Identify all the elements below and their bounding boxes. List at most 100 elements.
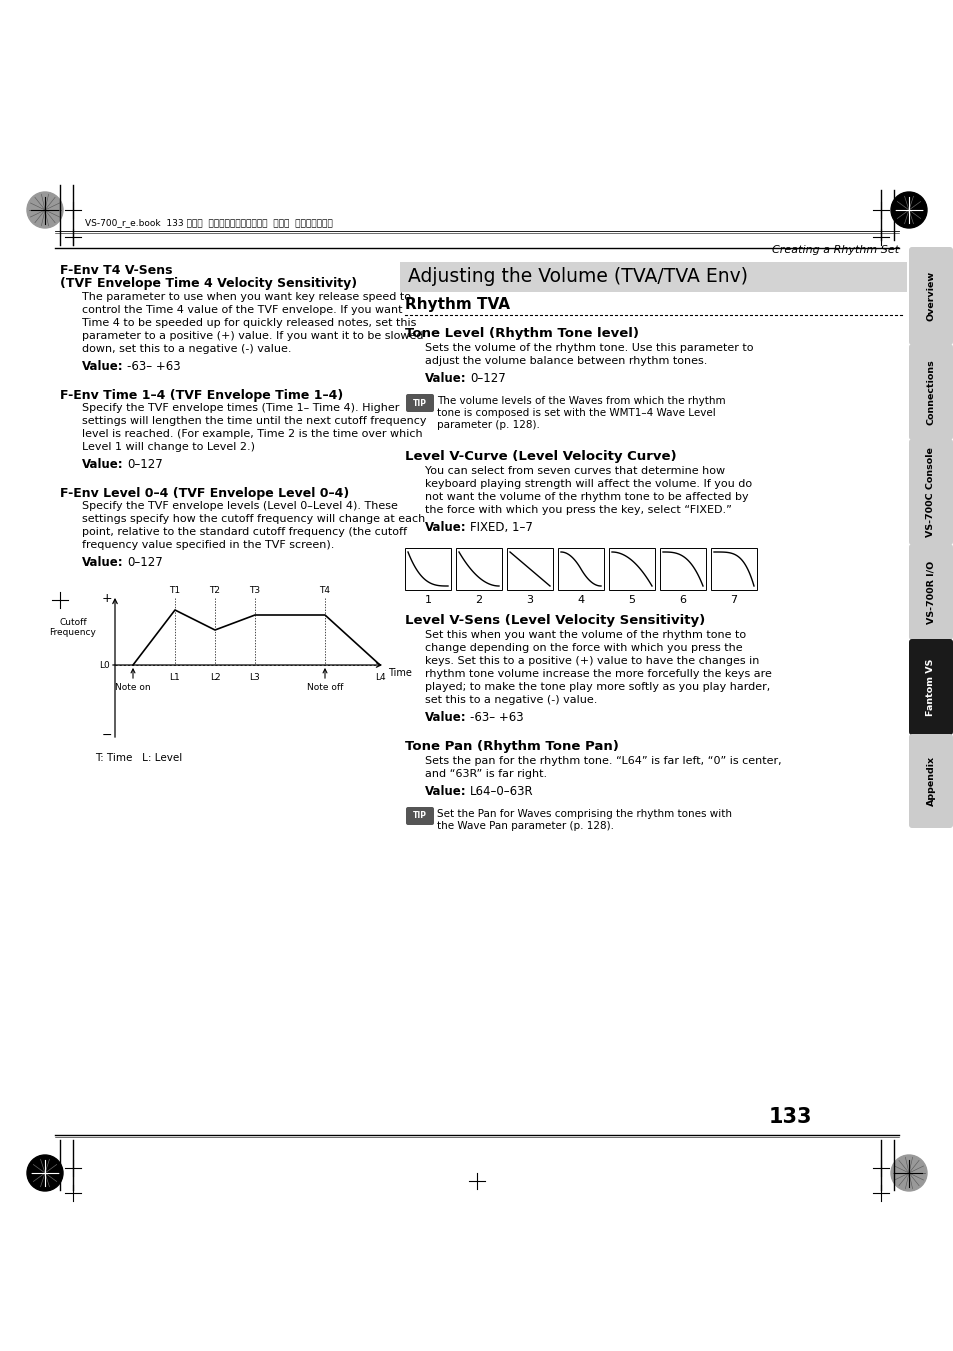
Text: 5: 5 [628, 594, 635, 605]
Text: Set the Pan for Waves comprising the rhythm tones with: Set the Pan for Waves comprising the rhy… [436, 809, 731, 819]
Text: 6: 6 [679, 594, 686, 605]
Text: T4: T4 [319, 586, 330, 594]
Text: Connections: Connections [925, 359, 935, 424]
Text: Level V-Sens (Level Velocity Sensitivity): Level V-Sens (Level Velocity Sensitivity… [405, 613, 704, 627]
Text: (TVF Envelope Time 4 Velocity Sensitivity): (TVF Envelope Time 4 Velocity Sensitivit… [60, 277, 356, 290]
Text: The volume levels of the Waves from which the rhythm: The volume levels of the Waves from whic… [436, 396, 725, 407]
Text: Time 4 to be speeded up for quickly released notes, set this: Time 4 to be speeded up for quickly rele… [82, 317, 416, 328]
Text: F-Env Time 1–4 (TVF Envelope Time 1–4): F-Env Time 1–4 (TVF Envelope Time 1–4) [60, 389, 343, 403]
Text: -63– +63: -63– +63 [470, 711, 523, 724]
Bar [659, 549, 705, 590]
Text: Tone Pan (Rhythm Tone Pan): Tone Pan (Rhythm Tone Pan) [405, 740, 618, 753]
Text: −: − [101, 728, 112, 742]
Text: settings specify how the cutoff frequency will change at each: settings specify how the cutoff frequenc… [82, 513, 425, 524]
Text: Value:: Value: [424, 785, 466, 798]
Text: the force with which you press the key, select “FIXED.”: the force with which you press the key, … [424, 505, 731, 515]
Bar [506, 549, 553, 590]
Text: 0–127: 0–127 [127, 458, 163, 471]
Text: control the Time 4 value of the TVF envelope. If you want: control the Time 4 value of the TVF enve… [82, 305, 402, 315]
Bar [608, 549, 655, 590]
Bar [405, 549, 451, 590]
FancyBboxPatch shape [908, 544, 952, 640]
Text: -63– +63: -63– +63 [127, 359, 180, 373]
Text: tone is composed is set with the WMT1–4 Wave Level: tone is composed is set with the WMT1–4 … [436, 408, 715, 417]
Text: Level 1 will change to Level 2.): Level 1 will change to Level 2.) [82, 442, 254, 453]
Text: L64–0–63R: L64–0–63R [470, 785, 533, 798]
FancyBboxPatch shape [908, 345, 952, 440]
Text: keys. Set this to a positive (+) value to have the changes in: keys. Set this to a positive (+) value t… [424, 657, 759, 666]
Text: rhythm tone volume increase the more forcefully the keys are: rhythm tone volume increase the more for… [424, 669, 771, 680]
Text: 2: 2 [475, 594, 482, 605]
Text: adjust the volume balance between rhythm tones.: adjust the volume balance between rhythm… [424, 357, 706, 366]
Text: 133: 133 [767, 1106, 811, 1127]
Text: Sets the pan for the rhythm tone. “L64” is far left, “0” is center,: Sets the pan for the rhythm tone. “L64” … [424, 757, 781, 766]
Text: Value:: Value: [82, 458, 124, 471]
FancyBboxPatch shape [908, 734, 952, 828]
Text: Value:: Value: [82, 359, 124, 373]
Text: T1: T1 [170, 586, 180, 594]
FancyBboxPatch shape [908, 439, 952, 544]
FancyBboxPatch shape [908, 639, 952, 735]
Text: the Wave Pan parameter (p. 128).: the Wave Pan parameter (p. 128). [436, 821, 614, 831]
Text: Overview: Overview [925, 272, 935, 322]
Text: Creating a Rhythm Set: Creating a Rhythm Set [771, 245, 898, 255]
Text: Value:: Value: [82, 557, 124, 569]
Text: 0–127: 0–127 [127, 557, 163, 569]
Text: set this to a negative (-) value.: set this to a negative (-) value. [424, 694, 597, 705]
Text: parameter to a positive (+) value. If you want it to be slowed: parameter to a positive (+) value. If yo… [82, 331, 423, 340]
Text: Rhythm TVA: Rhythm TVA [405, 297, 510, 312]
Bar [710, 549, 757, 590]
Text: level is reached. (For example, Time 2 is the time over which: level is reached. (For example, Time 2 i… [82, 430, 422, 439]
Text: VS-700_r_e.book  133 ページ  ２００８年１１月２０日  木曜日  午後２時２８分: VS-700_r_e.book 133 ページ ２００８年１１月２０日 木曜日 … [85, 219, 333, 227]
Text: Sets the volume of the rhythm tone. Use this parameter to: Sets the volume of the rhythm tone. Use … [424, 343, 753, 353]
Text: keyboard playing strength will affect the volume. If you do: keyboard playing strength will affect th… [424, 480, 751, 489]
Text: +: + [101, 592, 112, 604]
Text: Tone Level (Rhythm Tone level): Tone Level (Rhythm Tone level) [405, 327, 639, 340]
Text: F-Env T4 V-Sens: F-Env T4 V-Sens [60, 263, 172, 277]
Text: and “63R” is far right.: and “63R” is far right. [424, 769, 547, 780]
Text: Level V-Curve (Level Velocity Curve): Level V-Curve (Level Velocity Curve) [405, 450, 676, 463]
Text: point, relative to the standard cutoff frequency (the cutoff: point, relative to the standard cutoff f… [82, 527, 407, 536]
Circle shape [890, 1155, 926, 1192]
Circle shape [27, 192, 63, 228]
Text: frequency value specified in the TVF screen).: frequency value specified in the TVF scr… [82, 540, 334, 550]
Text: T3: T3 [249, 586, 260, 594]
Text: The parameter to use when you want key release speed to: The parameter to use when you want key r… [82, 292, 411, 303]
Text: Appendix: Appendix [925, 757, 935, 807]
Text: 1: 1 [424, 594, 431, 605]
Text: Adjusting the Volume (TVA/TVA Env): Adjusting the Volume (TVA/TVA Env) [408, 267, 747, 286]
Text: L4: L4 [375, 673, 385, 682]
Circle shape [890, 192, 926, 228]
Text: Cutoff
Frequency: Cutoff Frequency [50, 617, 96, 638]
Text: Note off: Note off [307, 684, 343, 692]
Text: Value:: Value: [424, 521, 466, 534]
Text: Fantom VS: Fantom VS [925, 658, 935, 716]
FancyBboxPatch shape [406, 394, 434, 412]
Text: Specify the TVF envelope times (Time 1– Time 4). Higher: Specify the TVF envelope times (Time 1– … [82, 403, 399, 413]
Text: played; to make the tone play more softly as you play harder,: played; to make the tone play more softl… [424, 682, 769, 692]
Text: L0: L0 [99, 661, 110, 670]
Text: T2: T2 [210, 586, 220, 594]
Text: VS-700R I/O: VS-700R I/O [925, 561, 935, 624]
Text: Time: Time [388, 667, 412, 678]
Text: T: Time   L: Level: T: Time L: Level [95, 753, 182, 763]
Text: L1: L1 [170, 673, 180, 682]
Text: F-Env Level 0–4 (TVF Envelope Level 0–4): F-Env Level 0–4 (TVF Envelope Level 0–4) [60, 486, 349, 500]
Circle shape [27, 1155, 63, 1192]
Text: down, set this to a negative (-) value.: down, set this to a negative (-) value. [82, 345, 292, 354]
Text: Note on: Note on [115, 684, 151, 692]
Bar [558, 549, 603, 590]
Text: Value:: Value: [424, 711, 466, 724]
Text: 3: 3 [526, 594, 533, 605]
Text: TIP: TIP [413, 812, 427, 820]
Text: L2: L2 [210, 673, 220, 682]
Text: parameter (p. 128).: parameter (p. 128). [436, 420, 539, 430]
Text: FIXED, 1–7: FIXED, 1–7 [470, 521, 533, 534]
Bar [399, 262, 906, 292]
Text: You can select from seven curves that determine how: You can select from seven curves that de… [424, 466, 724, 476]
FancyBboxPatch shape [908, 247, 952, 345]
FancyBboxPatch shape [406, 807, 434, 825]
Text: 4: 4 [577, 594, 584, 605]
Text: change depending on the force with which you press the: change depending on the force with which… [424, 643, 741, 653]
Text: L3: L3 [250, 673, 260, 682]
